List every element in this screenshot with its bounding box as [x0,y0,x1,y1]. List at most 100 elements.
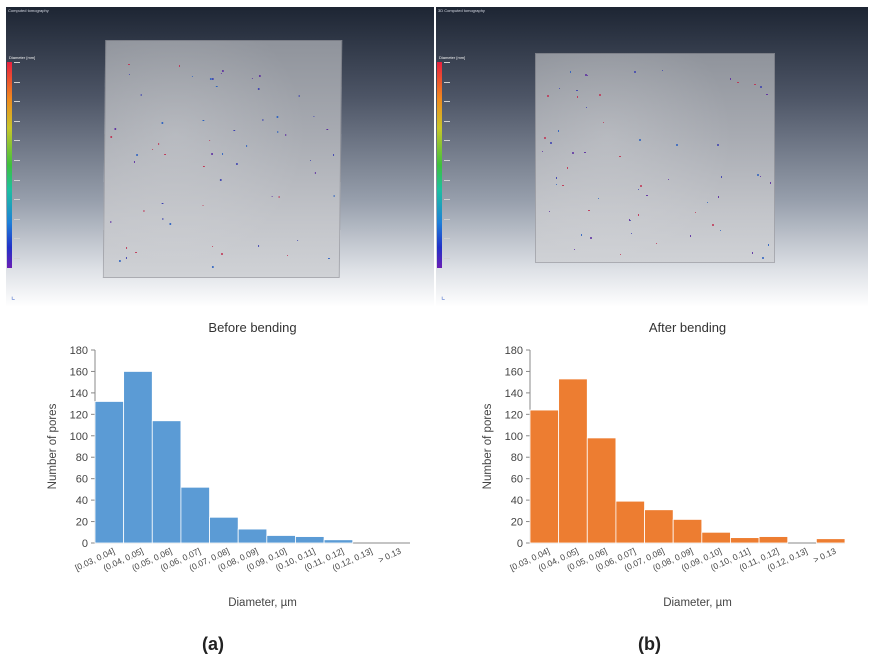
pore-dot [277,131,279,133]
y-tick-label: 120 [70,409,88,421]
histogram-after-bending: After bending020406080100120140160180[0.… [482,320,846,609]
axes-indicator-icon: ⌞ [11,291,16,301]
pore-dot [637,214,639,216]
scale-tick-mark [444,238,450,240]
scale-tick-mark [444,120,450,122]
y-tick-label: 180 [505,345,523,357]
pore-dot [151,148,154,151]
histogram-bar [644,509,674,544]
pore-dot [161,218,164,220]
pore-dot [720,176,723,178]
pore-dot [191,75,193,78]
y-tick-label: 20 [511,517,523,529]
histogram-bar [558,378,588,544]
pore-dot [221,253,223,255]
specimen-volume [535,53,775,263]
y-axis-label: Number of pores [482,403,494,489]
pore-dot [178,65,181,67]
pore-dot [547,95,549,97]
pore-dot [286,254,289,257]
pore-dot [548,210,551,212]
pore-dot [769,182,772,184]
pore-dot [326,128,328,131]
pore-dot [222,70,224,72]
y-tick-label: 40 [76,495,88,507]
pore-dot [236,163,238,165]
scale-tick-mark [444,218,450,220]
pore-dot [251,77,254,80]
pore-dot [585,74,587,76]
pore-dot [544,137,546,139]
scale-tick-mark [444,101,450,103]
scale-tick-mark [14,120,20,122]
pore-dot [216,85,218,88]
pore-dot [211,245,214,248]
chart-title: Before bending [208,320,296,335]
pore-dot [271,195,273,198]
pore-dot [576,96,579,98]
pore-dot [634,71,636,73]
pore-dot [562,184,564,187]
pore-dot [233,129,236,132]
pore-dot [588,209,590,212]
y-tick-label: 140 [505,388,523,400]
y-tick-label: 100 [70,431,88,443]
pore-dot [110,136,113,138]
pore-dot [212,78,214,80]
pore-dot [569,71,572,73]
pore-dot [135,251,137,254]
scale-tick-mark [14,140,20,142]
pore-dot [759,175,762,178]
scale-tick-mark [14,62,20,63]
pore-dot [630,232,633,235]
y-tick-label: 180 [70,345,88,357]
pore-dot [327,257,330,260]
histogram-bar [730,537,760,544]
pore-dot [584,151,586,154]
scale-tick-mark [14,258,20,259]
pore-dot [119,260,121,262]
y-tick-label: 160 [505,366,523,378]
pore-dot [597,197,600,199]
histogram-bar [672,519,703,544]
pore-dot [729,78,732,80]
pore-dot [760,86,762,88]
scale-tick-mark [444,199,450,201]
histogram-bar [266,535,296,544]
specimen-volume [102,40,343,278]
pore-dot [284,134,287,136]
pore-dot [754,83,756,86]
pore-dot [203,165,205,168]
y-tick-label: 60 [76,474,88,486]
pore-dot [628,219,631,221]
histogram-bar [615,500,645,544]
pore-dot [278,196,280,198]
pore-dot [667,178,670,181]
pore-dot [629,219,632,222]
pore-dot [257,88,260,90]
y-axis-label: Number of pores [47,403,59,489]
pore-dot [766,93,768,96]
histogram-bar [529,409,560,544]
pore-dot [125,257,128,259]
pore-dot [637,188,640,191]
y-tick-label: 120 [505,409,523,421]
pore-dot [221,153,224,155]
y-tick-label: 80 [511,452,523,464]
pore-dot [555,183,558,186]
pore-dot [757,174,759,176]
pore-dot [276,116,279,118]
pore-dot [717,144,719,146]
histogram-bar [151,420,182,544]
window-title: 3D Computed tomography [438,8,485,13]
pore-dot [555,177,558,179]
histogram-bar [701,531,731,544]
scale-tick-mark [14,101,20,103]
scale-tick-mark [444,179,450,181]
pore-dot [220,179,222,181]
pore-dot [164,153,166,156]
pore-dot [211,266,214,268]
x-axis-label: Diameter, µm [228,597,297,609]
y-tick-label: 20 [76,517,88,529]
scale-title: Diameter [mm] [439,55,466,60]
